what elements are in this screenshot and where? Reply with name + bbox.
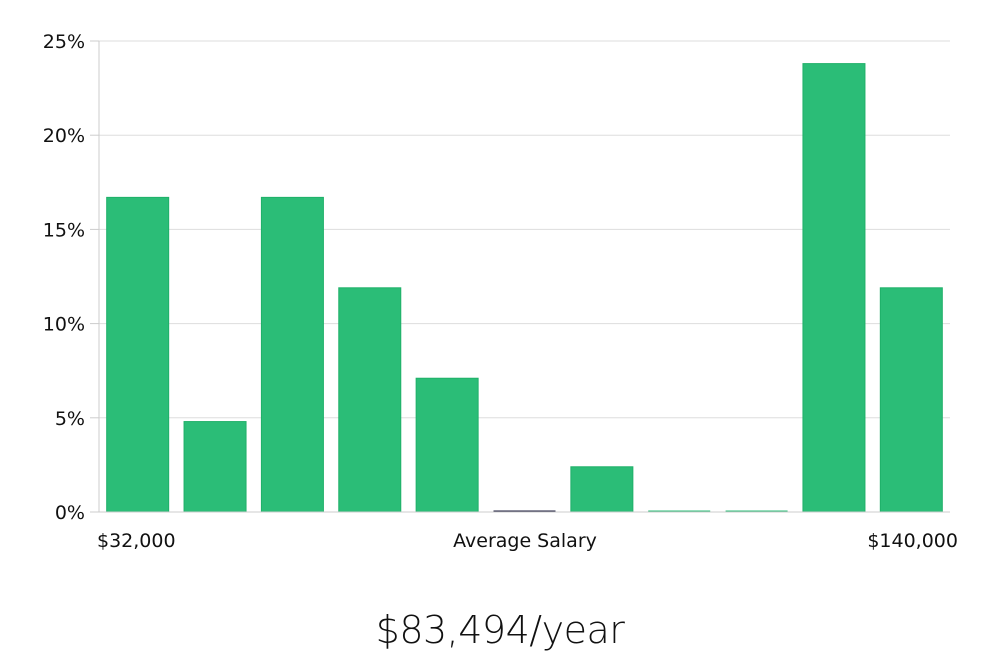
y-tick-label: 0%: [55, 502, 85, 524]
x-max-label: $140,000: [867, 530, 958, 552]
histogram-bar: [260, 196, 324, 513]
y-tick-label: 5%: [55, 408, 85, 430]
histogram-bar: [725, 510, 788, 512]
average-salary-summary: $83,494/year: [375, 608, 625, 652]
y-tick-label: 20%: [43, 125, 85, 147]
histogram-bar: [802, 63, 866, 513]
y-tick-label: 15%: [43, 219, 85, 241]
histogram-bar: [570, 466, 634, 513]
x-axis-title: Average Salary: [453, 530, 597, 552]
histogram-bar: [415, 377, 479, 513]
histogram-bar: [338, 287, 402, 513]
histogram-bar: [648, 510, 711, 512]
y-tick-label: 10%: [43, 314, 85, 336]
x-min-label: $32,000: [97, 530, 176, 552]
y-tick-label: 25%: [43, 31, 85, 53]
histogram-bar: [879, 287, 943, 513]
histogram-bar: [106, 196, 170, 513]
histogram-bar: [493, 510, 556, 512]
histogram-bar: [183, 421, 247, 513]
